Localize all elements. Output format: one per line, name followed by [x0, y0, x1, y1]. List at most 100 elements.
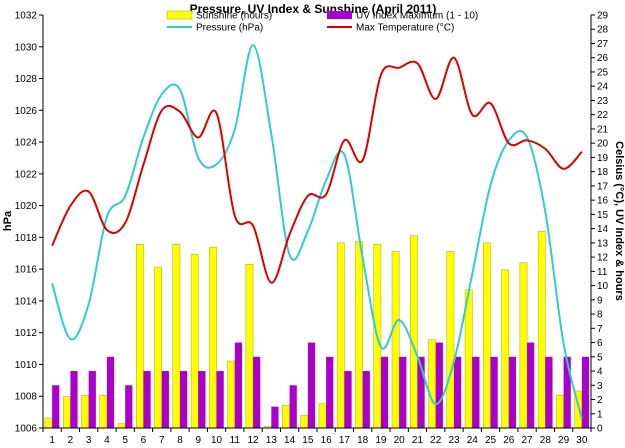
uv-bar: [143, 371, 151, 428]
x-tick-label: 3: [86, 435, 92, 446]
sunshine-bar: [519, 262, 528, 429]
legend: Sunshine (hours) UV Index Maximum (1 - 10…: [166, 11, 478, 34]
uv-bar: [125, 385, 133, 428]
y-left-tick-label: 1012: [15, 328, 38, 339]
x-tick-label: 13: [266, 435, 278, 446]
y-left-tick-label: 1006: [15, 424, 38, 435]
y-left-tick-label: 1016: [15, 265, 38, 276]
y-right-tick-label: 3: [597, 381, 603, 392]
x-tick-label: 17: [339, 435, 351, 446]
sunshine-bar: [154, 266, 162, 429]
x-tick-label: 22: [430, 435, 442, 446]
uv-bar: [161, 371, 169, 428]
y-left-tick-label: 1030: [15, 42, 38, 53]
sunshine-bar: [190, 254, 199, 429]
uv-bar: [307, 342, 316, 428]
max-temperature-line: [51, 56, 583, 284]
x-tick-label: 25: [485, 435, 497, 446]
sunshine-bar: [117, 423, 126, 429]
x-tick-label: 30: [576, 435, 588, 446]
y-left-tick-label: 1024: [15, 138, 38, 149]
uv-bar: [326, 356, 334, 428]
y-left-tick-label: 1026: [15, 106, 38, 117]
legend-label: Max Temperature (°C): [356, 23, 454, 34]
uv-bar: [362, 371, 370, 428]
x-tick-label: 8: [177, 435, 183, 446]
y-left-tick-label: 1028: [15, 74, 38, 85]
bars-layer: [44, 231, 590, 429]
y-right-tick-label: 26: [597, 53, 609, 64]
uv-bar: [253, 356, 261, 428]
sunshine-bar: [410, 235, 418, 429]
y-left-tick-label: 1014: [15, 296, 38, 307]
y-left-tick-label: 1022: [15, 169, 38, 180]
uv-bar: [180, 371, 188, 428]
uv-bar: [545, 356, 553, 428]
y-right-tick-label: 11: [597, 267, 608, 278]
uv-bar: [271, 406, 279, 428]
y-right-tick-label: 2: [597, 395, 603, 406]
uv-bar: [70, 371, 78, 428]
y-right-tick-label: 19: [597, 153, 609, 164]
y-right-tick-label: 12: [597, 253, 609, 264]
uv-bar: [490, 356, 498, 428]
uv-bar: [234, 342, 242, 428]
sunshine-bar: [282, 404, 290, 429]
sunshine-bar: [318, 403, 327, 429]
y-right-tick-label: 4: [597, 367, 603, 378]
x-tick-label: 19: [375, 435, 387, 446]
sunshine-bar: [355, 241, 363, 429]
sunshine-bar: [391, 251, 400, 429]
uv-bar: [380, 356, 389, 428]
y-left-tick-label: 1032: [15, 11, 38, 22]
x-tick-label: 23: [448, 435, 460, 446]
y-right-tick-label: 18: [597, 167, 609, 178]
legend-item: UV Index Maximum (1 - 10): [327, 11, 478, 22]
uv-bar: [417, 356, 425, 428]
uv-bar: [563, 356, 571, 428]
x-tick-label: 9: [195, 435, 201, 446]
sunshine-bar: [501, 269, 510, 429]
y-right-tick-label: 0: [597, 424, 603, 435]
sunshine-bar: [556, 394, 564, 429]
y-right-tick-label: 17: [597, 181, 609, 192]
uv-bar: [581, 356, 590, 428]
uv-bar: [198, 371, 206, 428]
x-tick-label: 2: [68, 435, 74, 446]
sunshine-bar: [227, 360, 236, 429]
sunshine-bar: [99, 394, 108, 429]
x-tick-label: 28: [540, 435, 552, 446]
sunshine-bar: [300, 414, 309, 429]
legend-swatch: [327, 11, 352, 19]
legend-label: Sunshine (hours): [196, 11, 272, 22]
x-tick-label: 1: [49, 435, 55, 446]
sunshine-bar: [62, 396, 71, 429]
sunshine-bar: [464, 289, 473, 429]
x-tick-label: 20: [394, 435, 406, 446]
y-right-tick-label: 9: [597, 295, 603, 306]
y-right-tick-label: 5: [597, 352, 603, 363]
sunshine-bar: [209, 246, 217, 429]
legend-item: Pressure (hPa): [167, 23, 263, 34]
x-tick-label: 12: [248, 435, 260, 446]
y-right-tick-label: 27: [597, 39, 609, 50]
lines-layer: [51, 44, 583, 419]
y-right-tick-label: 24: [597, 82, 609, 93]
y-left-tick-label: 1010: [15, 360, 38, 371]
sunshine-bar: [537, 231, 546, 429]
x-tick-label: 29: [558, 435, 570, 446]
y-right-tick-label: 13: [597, 238, 609, 249]
x-tick-label: 5: [122, 435, 128, 446]
y-axis-left-label: hPa: [2, 210, 14, 231]
y-right-tick-label: 23: [597, 96, 609, 107]
uv-bar: [344, 371, 352, 428]
x-tick-label: 18: [357, 435, 369, 446]
y-right-tick-label: 8: [597, 310, 603, 321]
y-right-tick-label: 21: [597, 124, 609, 135]
sunshine-bar: [336, 242, 345, 429]
uv-bar: [52, 385, 60, 428]
uv-bar: [508, 356, 516, 428]
uv-bar: [527, 342, 535, 428]
x-tick-label: 14: [284, 435, 296, 446]
